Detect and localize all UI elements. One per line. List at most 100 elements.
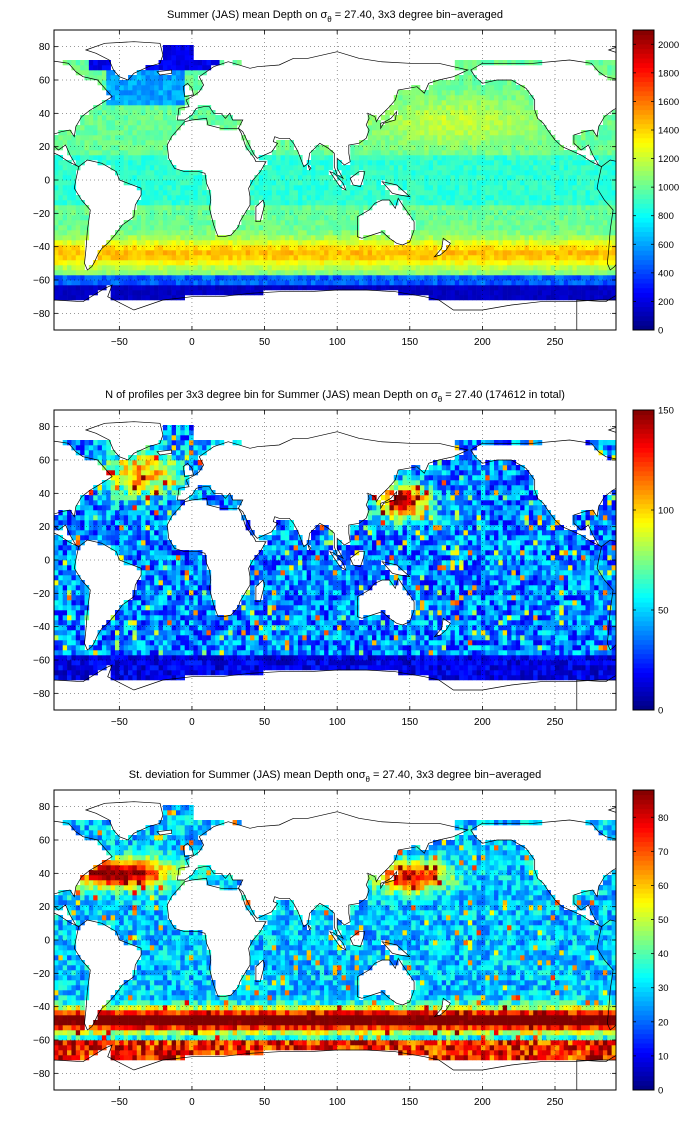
heatmap-cell	[80, 515, 85, 520]
colorbar-swatch	[633, 203, 654, 208]
heatmap-cell	[459, 110, 464, 115]
heatmap-cell	[490, 260, 495, 265]
heatmap-cell	[76, 280, 81, 285]
heatmap-cell	[58, 515, 63, 520]
heatmap-cell	[542, 180, 547, 185]
heatmap-cell	[154, 225, 159, 230]
heatmap-cell	[477, 280, 482, 285]
heatmap-cell	[398, 280, 403, 285]
heatmap-cell	[494, 250, 499, 255]
heatmap-cell	[494, 130, 499, 135]
heatmap-cell	[446, 90, 451, 95]
heatmap-cell	[294, 275, 299, 280]
heatmap-cell	[577, 210, 582, 215]
heatmap-cell	[507, 170, 512, 175]
heatmap-cell	[189, 260, 194, 265]
heatmap-cell	[119, 540, 124, 545]
heatmap-cell	[481, 240, 486, 245]
heatmap-cell	[481, 250, 486, 255]
heatmap-cell	[529, 235, 534, 240]
heatmap-cell	[446, 105, 451, 110]
heatmap-cell	[93, 65, 98, 70]
heatmap-cell	[420, 155, 425, 160]
heatmap-cell	[202, 245, 207, 250]
heatmap-cell	[189, 70, 194, 75]
heatmap-cell	[276, 285, 281, 290]
heatmap-cell	[106, 140, 111, 145]
heatmap-cell	[507, 280, 512, 285]
heatmap-cell	[76, 660, 81, 665]
heatmap-cell	[516, 295, 521, 300]
heatmap-cell	[163, 120, 168, 125]
heatmap-cell	[76, 655, 81, 660]
heatmap-cell	[494, 85, 499, 90]
heatmap-cell	[267, 215, 272, 220]
heatmap-cell	[555, 195, 560, 200]
heatmap-cell	[111, 150, 116, 155]
heatmap-cell	[206, 65, 211, 70]
colorbar-swatch	[633, 133, 654, 138]
heatmap-cell	[433, 205, 438, 210]
heatmap-cell	[67, 220, 72, 225]
heatmap-cell	[498, 275, 503, 280]
heatmap-cell	[202, 240, 207, 245]
heatmap-cell	[481, 135, 486, 140]
heatmap-cell	[115, 80, 120, 85]
heatmap-cell	[490, 125, 495, 130]
heatmap-cell	[420, 210, 425, 215]
heatmap-cell	[294, 255, 299, 260]
heatmap-cell	[63, 515, 68, 520]
heatmap-cell	[220, 240, 225, 245]
heatmap-cell	[63, 230, 68, 235]
heatmap-cell	[137, 110, 142, 115]
heatmap-cell	[450, 130, 455, 135]
heatmap-cell	[520, 175, 525, 180]
heatmap-cell	[498, 95, 503, 100]
heatmap-cell	[281, 235, 286, 240]
heatmap-cell	[594, 140, 599, 145]
heatmap-cell	[433, 150, 438, 155]
heatmap-cell	[106, 80, 111, 85]
heatmap-cell	[420, 265, 425, 270]
heatmap-cell	[590, 235, 595, 240]
heatmap-cell	[477, 200, 482, 205]
heatmap-cell	[185, 200, 190, 205]
heatmap-cell	[233, 255, 238, 260]
heatmap-cell	[590, 170, 595, 175]
heatmap-cell	[403, 115, 408, 120]
heatmap-cell	[511, 175, 516, 180]
heatmap-cell	[76, 240, 81, 245]
heatmap-cell	[263, 230, 268, 235]
heatmap-cell	[394, 245, 399, 250]
heatmap-cell	[237, 270, 242, 275]
heatmap-cell	[542, 185, 547, 190]
heatmap-cell	[507, 155, 512, 160]
heatmap-cell	[529, 60, 534, 65]
heatmap-cell	[150, 90, 155, 95]
heatmap-cell	[424, 140, 429, 145]
heatmap-cell	[433, 275, 438, 280]
heatmap-cell	[355, 245, 360, 250]
heatmap-cell	[433, 265, 438, 270]
heatmap-cell	[124, 265, 129, 270]
heatmap-cell	[511, 285, 516, 290]
heatmap-cell	[520, 290, 525, 295]
heatmap-cell	[520, 90, 525, 95]
heatmap-cell	[71, 645, 76, 650]
heatmap-cell	[115, 475, 120, 480]
heatmap-cell	[141, 75, 146, 80]
heatmap-cell	[503, 80, 508, 85]
heatmap-cell	[525, 265, 530, 270]
heatmap-cell	[586, 200, 591, 205]
heatmap-cell	[368, 285, 373, 290]
heatmap-cell	[172, 295, 177, 300]
heatmap-cell	[63, 605, 68, 610]
heatmap-cell	[342, 275, 347, 280]
heatmap-cell	[481, 155, 486, 160]
heatmap-cell	[185, 190, 190, 195]
heatmap-cell	[206, 190, 211, 195]
heatmap-cell	[516, 100, 521, 105]
heatmap-cell	[485, 255, 490, 260]
heatmap-cell	[437, 105, 442, 110]
heatmap-cell	[498, 130, 503, 135]
